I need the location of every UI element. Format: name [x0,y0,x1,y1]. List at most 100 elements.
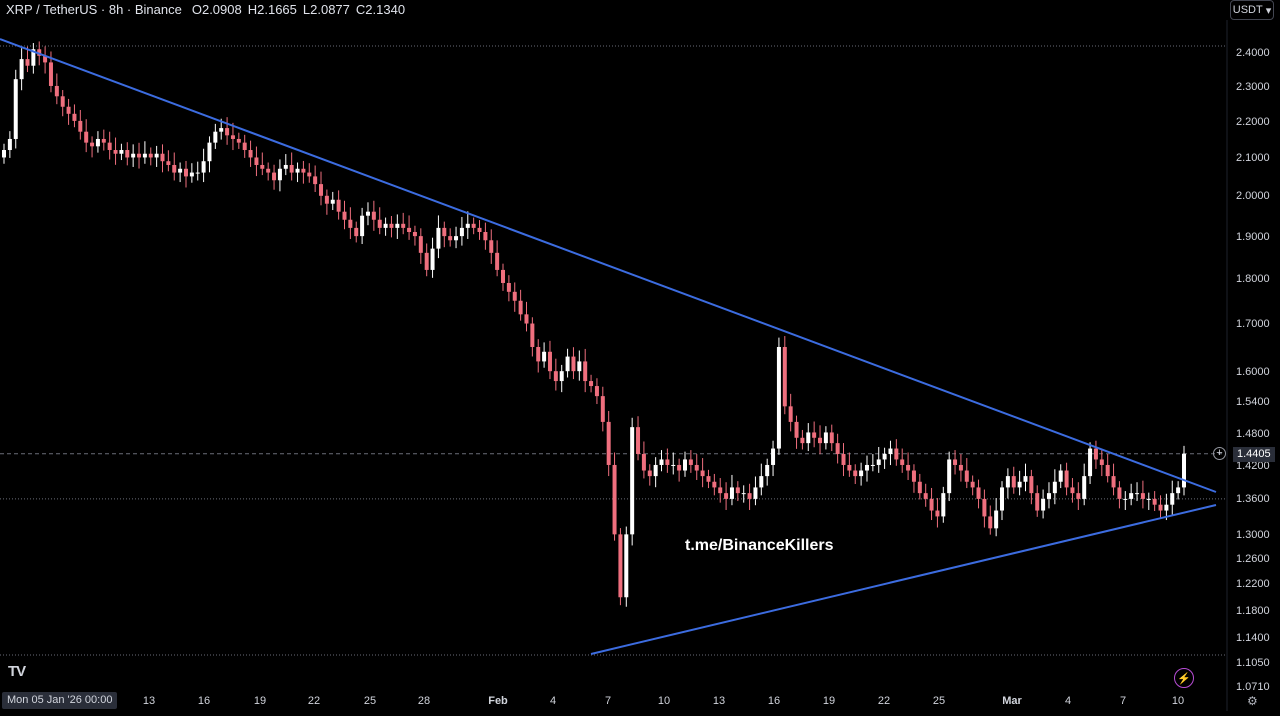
candle-body [31,49,36,66]
candle-body [183,168,188,177]
candle-body [1182,453,1186,488]
time-tick-label: 25 [933,695,945,707]
candle-body [964,470,969,482]
candle-body [289,164,294,173]
candle-body [982,498,987,517]
high-value-group: H2.1665 [248,2,297,17]
time-tick-label: 19 [254,695,266,707]
candle-body [941,493,946,517]
candle-body [559,371,564,382]
time-tick-label: 13 [713,695,725,707]
candle-body [894,448,899,460]
candle-body [483,231,488,241]
time-tick-label: 4 [1065,695,1071,707]
candle-body [90,142,95,147]
candle-body [495,252,500,270]
candle-body [782,346,787,407]
candle-body [301,168,306,173]
candle-body [659,459,664,465]
candle-body [2,150,6,158]
candle-body [571,356,576,372]
time-tick-label: 28 [418,695,430,707]
candle-body [600,396,605,422]
price-tick-label: 2.4000 [1236,47,1270,59]
candle-body [818,437,823,444]
price-tick-label: 1.0710 [1236,681,1270,693]
candle-body [248,150,253,158]
candle-body [1023,476,1028,482]
candle-body [389,223,394,228]
candle-body [1123,498,1128,500]
candle-body [583,361,588,382]
candle-body [530,323,535,347]
candle-body [1005,476,1010,488]
candle-body [148,153,153,158]
crosshair-date-badge: Mon 05 Jan '26 00:00 [2,692,118,709]
add-alert-plus-icon[interactable]: + [1213,447,1226,460]
time-tick-label: Feb [488,695,508,707]
candle-body [465,223,470,228]
candle-body [1029,476,1034,494]
candle-body [847,464,852,471]
candle-body [724,493,729,499]
candle-body [142,153,147,158]
candle-body [471,223,476,228]
candle-body [1170,493,1175,505]
candle-body [765,464,770,477]
candle-body [853,470,858,477]
lightning-icon[interactable]: ⚡ [1174,668,1194,688]
candle-body [776,346,781,449]
ohlc-readout: O2.0908 H2.1665 L2.0877 C2.1340 [192,2,405,17]
candle-body [1111,476,1116,488]
candle-body [72,113,77,121]
candle-body [641,453,646,471]
candle-body [1017,481,1022,488]
price-tick-label: 1.5400 [1236,396,1270,408]
low-label: L [302,2,311,17]
candle-body [1140,493,1145,499]
time-tick-label: 10 [1172,695,1184,707]
candle-body [841,453,846,465]
price-tick-label: 1.1050 [1236,657,1270,669]
candle-body [718,487,723,494]
candle-body [741,493,746,495]
candle-body [794,421,799,438]
high-label: H [247,2,258,17]
candle-body [166,161,171,165]
open-label: O [191,2,202,17]
price-tick-label: 1.1800 [1236,605,1270,617]
candle-body [900,459,905,465]
currency-select-button[interactable]: USDT ▾ [1230,0,1274,20]
price-tick-label: 1.2600 [1236,553,1270,565]
candle-body [829,432,834,444]
price-tick-label: 1.4200 [1236,460,1270,472]
candle-body [700,470,705,477]
candle-body [418,236,423,253]
open-value-group: O2.0908 [192,2,242,17]
candle-body [647,470,652,477]
time-tick-label: 10 [658,695,670,707]
candle-body [512,291,517,301]
candle-body [823,432,828,444]
candle-body [283,164,288,169]
candle-body [542,351,547,362]
candle-body [330,199,335,204]
candle-body [958,464,963,471]
gear-icon[interactable]: ⚙ [1247,694,1258,708]
candle-body [906,464,911,471]
candle-body [131,153,136,158]
candle-body [424,252,429,270]
currency-label: USDT [1232,4,1263,16]
candle-body [976,487,981,499]
time-tick-label: 7 [1120,695,1126,707]
candle-body [1099,459,1104,465]
candle-body [277,168,282,181]
candle-body [95,138,100,147]
tradingview-logo[interactable]: TV [8,663,26,680]
candle-body [1152,498,1157,505]
candle-body [1164,504,1169,511]
symbol-title[interactable]: XRP / TetherUS · 8h · Binance [6,2,182,17]
open-value: 2.0908 [201,2,242,17]
